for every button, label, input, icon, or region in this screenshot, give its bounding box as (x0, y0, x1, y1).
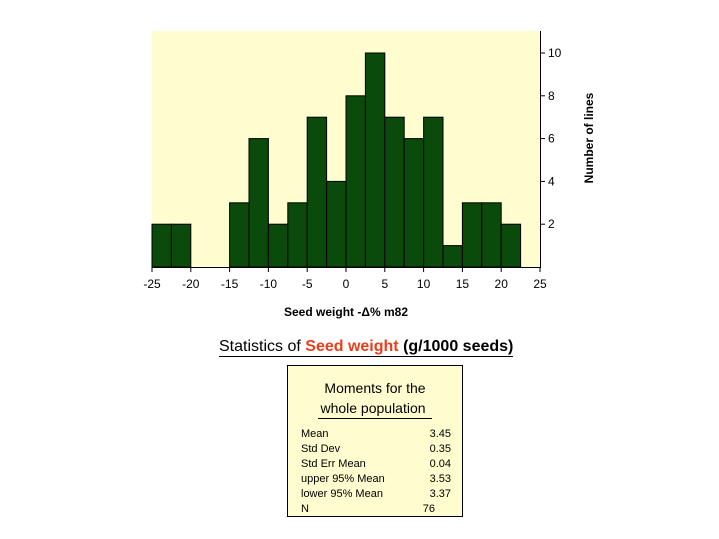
histogram-bar (287, 202, 308, 268)
y-tick-label: 8 (548, 89, 555, 103)
stat-value: 76 (422, 503, 435, 515)
stat-value: 3.45 (429, 428, 451, 440)
histogram-bar (403, 138, 425, 268)
histogram-chart: -25 -20 -15 -10 -5 0 5 10 15 20 25 2 4 6 8 10 Seed wei… (143, 31, 596, 319)
y-axis-title: Number of lines (582, 92, 596, 183)
moments-panel: Moments for the whole population Mean 3.… (287, 365, 463, 517)
histogram-bar (442, 245, 463, 268)
histogram-bar (170, 223, 192, 268)
stat-row-std-dev: Std Dev 0.35 (301, 442, 451, 457)
stat-value: 0.35 (429, 443, 451, 455)
stat-label: lower 95% Mean (301, 488, 383, 500)
stat-value: 3.37 (429, 488, 451, 500)
statistics-title-variable: Seed weight (305, 338, 399, 355)
histogram-bar (345, 95, 366, 268)
statistics-title-prefix: Statistics of (219, 338, 301, 355)
stat-row-n: N 76 (301, 502, 451, 517)
stat-label: N (301, 503, 309, 515)
stat-label: upper 95% Mean (301, 473, 385, 485)
moments-heading-line2: whole population (318, 398, 432, 419)
stat-row-std-err-mean: Std Err Mean 0.04 (301, 457, 451, 472)
x-tick-label: 20 (495, 277, 509, 291)
stat-value: 3.53 (429, 473, 451, 485)
stat-row-lower-95-mean: lower 95% Mean 3.37 (301, 487, 451, 502)
x-tick-label: -25 (143, 277, 161, 291)
y-axis: 2 4 6 8 10 (540, 31, 562, 267)
x-tick-label: 0 (343, 277, 350, 291)
stat-value: 0.04 (429, 458, 451, 470)
histogram-bar (306, 116, 328, 268)
stat-label: Mean (301, 428, 329, 440)
x-axis: -25 -20 -15 -10 -5 0 5 10 15 20 25 (143, 267, 547, 291)
histogram-bar (364, 52, 386, 268)
histogram-bar (423, 116, 444, 268)
y-tick-label: 4 (548, 174, 555, 188)
histogram-bar (326, 180, 347, 268)
histogram-bar (248, 138, 269, 268)
histogram-bar (151, 223, 172, 268)
histogram-bar (229, 202, 250, 268)
x-tick-label: 10 (417, 277, 431, 291)
y-tick-label: 6 (548, 132, 555, 146)
x-tick-label: -5 (302, 277, 313, 291)
histogram-bar (267, 223, 289, 268)
moments-heading-line1: Moments for the (324, 380, 426, 396)
stat-label: Std Dev (301, 443, 341, 455)
stat-row-mean: Mean 3.45 (301, 427, 451, 442)
statistics-title-units: (g/1000 seeds) (403, 338, 514, 355)
histogram-bar (461, 202, 483, 268)
histogram-bar (481, 202, 502, 268)
y-tick-label: 10 (548, 46, 562, 60)
x-tick-label: 15 (456, 277, 470, 291)
moments-heading: Moments for the whole population (288, 378, 462, 419)
x-tick-label: -15 (221, 277, 239, 291)
x-tick-label: 5 (381, 277, 388, 291)
x-tick-label: -20 (182, 277, 200, 291)
histogram-bar (384, 116, 405, 268)
x-tick-label: -10 (260, 277, 278, 291)
histogram-bar (500, 223, 522, 268)
x-axis-title: Seed weight -Δ% m82 (284, 305, 408, 319)
x-tick-label: 25 (533, 277, 547, 291)
histogram-bars (151, 52, 522, 268)
y-tick-label: 2 (548, 217, 555, 231)
stat-row-upper-95-mean: upper 95% Mean 3.53 (301, 472, 451, 487)
stat-label: Std Err Mean (301, 458, 366, 470)
statistics-title: Statistics of Seed weight (g/1000 seeds) (219, 337, 514, 357)
